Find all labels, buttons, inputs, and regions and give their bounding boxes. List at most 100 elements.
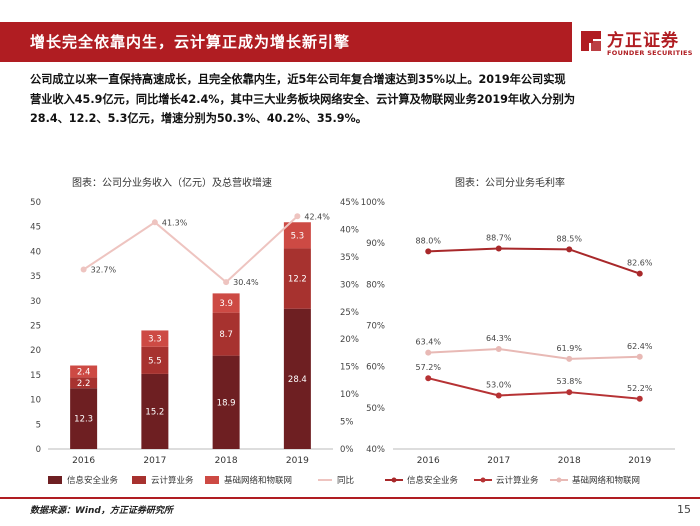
left-x-tick-label: 2019 bbox=[286, 456, 309, 466]
left-y2-tick-label: 45% bbox=[340, 198, 359, 208]
bar-value-label: 3.3 bbox=[148, 335, 162, 345]
left-y-tick-label: 35 bbox=[30, 272, 41, 282]
left-y-tick-label: 0 bbox=[36, 445, 41, 455]
legend-swatch-iot bbox=[205, 476, 219, 484]
growth-point-label: 30.4% bbox=[233, 278, 259, 287]
margin-line-cloud bbox=[428, 377, 640, 400]
right-x-tick-label: 2017 bbox=[487, 456, 510, 466]
left-y-tick-label: 45 bbox=[30, 223, 41, 233]
bar-segment-cloud bbox=[70, 377, 98, 389]
bar-value-label: 12.3 bbox=[74, 415, 93, 425]
margin-point bbox=[636, 270, 643, 277]
summary-line-3: 28.4、12.2、5.3亿元，增速分别为50.3%、40.2%、35.9%。 bbox=[30, 112, 367, 125]
founder-logo-icon bbox=[581, 31, 601, 51]
margin-point bbox=[566, 355, 573, 362]
margin-line-iot bbox=[428, 347, 640, 360]
left-x-tick-label: 2017 bbox=[143, 456, 166, 466]
legend-swatch-security bbox=[48, 476, 62, 484]
margin-point bbox=[425, 248, 432, 255]
margin-point bbox=[636, 353, 643, 360]
left-y2-tick-label: 15% bbox=[340, 363, 359, 373]
left-y-tick-label: 20 bbox=[30, 346, 41, 356]
legend-marker bbox=[480, 477, 486, 483]
summary-line-2: 营业收入45.9亿元，同比增长42.4%，其中三大业务板块网络安全、云计算及物联… bbox=[30, 92, 576, 106]
margin-point-label: 57.2% bbox=[416, 363, 442, 372]
bar-value-label: 8.7 bbox=[219, 330, 233, 340]
left-chart-title: 图表：公司分业务收入（亿元）及总营收增速 bbox=[72, 178, 272, 189]
right-chart-title: 图表：公司分业务毛利率 bbox=[455, 178, 565, 189]
left-y2-tick-label: 35% bbox=[340, 253, 359, 263]
footer-divider bbox=[0, 497, 700, 499]
bar-segment-security bbox=[70, 388, 98, 449]
right-y-tick-label: 100% bbox=[361, 198, 385, 208]
right-y-tick-label: 50% bbox=[366, 404, 385, 414]
left-y2-tick-label: 30% bbox=[340, 280, 359, 290]
legend-label: 同比 bbox=[337, 475, 354, 486]
bar-value-label: 15.2 bbox=[145, 407, 164, 417]
header-bar: 增长完全依靠内生，云计算正成为增长新引擎 bbox=[0, 22, 572, 62]
left-y2-tick-label: 10% bbox=[340, 390, 359, 400]
margin-point-label: 88.0% bbox=[416, 236, 442, 245]
right-x-tick-label: 2016 bbox=[417, 456, 440, 466]
margin-point bbox=[636, 395, 643, 402]
right-y-tick-label: 40% bbox=[366, 445, 385, 455]
margin-point bbox=[425, 349, 432, 356]
right-y-tick-label: 60% bbox=[366, 363, 385, 373]
left-y2-tick-label: 5% bbox=[340, 418, 354, 428]
bar-value-label: 5.5 bbox=[148, 356, 162, 366]
right-y-tick-label: 80% bbox=[366, 280, 385, 290]
left-y-tick-label: 25 bbox=[30, 322, 41, 332]
left-x-tick-label: 2016 bbox=[72, 456, 95, 466]
legend-swatch-cloud bbox=[132, 476, 146, 484]
margin-point bbox=[495, 245, 502, 252]
margin-point bbox=[495, 392, 502, 399]
margin-point-label: 53.8% bbox=[557, 377, 583, 386]
margin-point-label: 82.6% bbox=[627, 259, 653, 268]
growth-line bbox=[83, 215, 299, 284]
margin-point bbox=[425, 375, 432, 382]
bar-segment-iot bbox=[283, 222, 311, 249]
bar-segment-iot bbox=[212, 293, 240, 313]
margin-point-label: 88.5% bbox=[557, 234, 583, 243]
bar-segment-iot bbox=[141, 330, 169, 347]
summary-paragraph: 公司成立以来一直保持高速成长，且完全依靠内生，近5年公司年复合增速达到35%以上… bbox=[30, 70, 692, 130]
left-x-tick-label: 2018 bbox=[215, 456, 238, 466]
bar-value-label: 3.9 bbox=[219, 299, 233, 309]
page-number: 15 bbox=[677, 503, 691, 516]
bar-segment-security bbox=[212, 355, 240, 449]
margin-point-label: 64.3% bbox=[486, 334, 512, 343]
margin-point-label: 52.2% bbox=[627, 384, 653, 393]
bar-segment-cloud bbox=[212, 312, 240, 356]
bar-segment-cloud bbox=[141, 346, 169, 374]
right-x-tick-label: 2019 bbox=[628, 456, 651, 466]
growth-point bbox=[151, 219, 158, 226]
bar-value-label: 5.3 bbox=[291, 231, 305, 241]
margin-point-label: 61.9% bbox=[557, 344, 583, 353]
left-y-tick-label: 5 bbox=[36, 420, 41, 430]
bar-segment-security bbox=[283, 308, 311, 449]
bar-segment-iot bbox=[70, 365, 98, 378]
right-y-tick-label: 70% bbox=[366, 322, 385, 332]
left-y2-tick-label: 20% bbox=[340, 335, 359, 345]
right-x-tick-label: 2018 bbox=[558, 456, 581, 466]
growth-point bbox=[80, 266, 87, 273]
growth-point-label: 32.7% bbox=[91, 266, 117, 275]
left-y-tick-label: 40 bbox=[30, 247, 41, 257]
bar-value-label: 28.4 bbox=[288, 375, 307, 385]
margin-point bbox=[566, 246, 573, 253]
margin-line-security bbox=[428, 247, 641, 275]
legend-label: 基础网络和物联网 bbox=[572, 475, 640, 486]
legend-label: 信息安全业务 bbox=[407, 475, 459, 486]
margin-point-label: 88.7% bbox=[486, 234, 512, 243]
bar-value-label: 18.9 bbox=[217, 398, 236, 408]
growth-point bbox=[294, 213, 301, 220]
left-y-tick-label: 50 bbox=[30, 198, 41, 208]
legend-label: 基础网络和物联网 bbox=[224, 475, 292, 486]
legend-marker bbox=[391, 477, 397, 483]
right-y-tick-label: 90% bbox=[366, 239, 385, 249]
summary-line-1: 公司成立以来一直保持高速成长，且完全依靠内生，近5年公司年复合增速达到35%以上… bbox=[30, 73, 566, 86]
left-y2-tick-label: 40% bbox=[340, 225, 359, 235]
left-y-tick-label: 30 bbox=[30, 297, 41, 307]
margin-point-label: 53.0% bbox=[486, 380, 512, 389]
left-y2-tick-label: 25% bbox=[340, 308, 359, 318]
